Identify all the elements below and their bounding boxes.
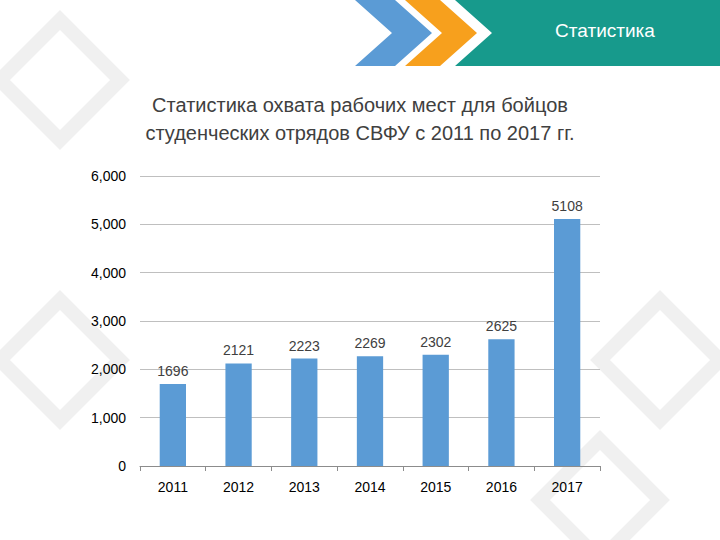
svg-text:4,000: 4,000: [91, 265, 126, 281]
svg-text:студенческих отрядов СВФУ с 20: студенческих отрядов СВФУ с 2011 по 2017…: [145, 122, 574, 144]
svg-text:6,000: 6,000: [91, 168, 126, 184]
svg-text:2302: 2302: [420, 334, 451, 350]
svg-text:2013: 2013: [289, 479, 320, 495]
svg-text:2015: 2015: [420, 479, 451, 495]
svg-text:2625: 2625: [486, 318, 517, 334]
svg-text:5,000: 5,000: [91, 216, 126, 232]
svg-text:2016: 2016: [486, 479, 517, 495]
svg-text:2014: 2014: [354, 479, 385, 495]
svg-text:2017: 2017: [552, 479, 583, 495]
svg-text:Статистика охвата рабочих мест: Статистика охвата рабочих мест для бойцо…: [152, 94, 568, 116]
svg-text:3,000: 3,000: [91, 313, 126, 329]
svg-text:2121: 2121: [223, 342, 254, 358]
svg-text:2269: 2269: [354, 335, 385, 351]
svg-text:2,000: 2,000: [91, 361, 126, 377]
svg-text:2223: 2223: [289, 338, 320, 354]
svg-text:5108: 5108: [552, 198, 583, 214]
svg-text:1696: 1696: [157, 363, 188, 379]
html-text:Статистика: Статистика: [555, 20, 655, 41]
svg-text:2012: 2012: [223, 479, 254, 495]
svg-text:2011: 2011: [158, 479, 188, 495]
svg-text:1,000: 1,000: [91, 410, 126, 426]
svg-text:0: 0: [118, 458, 126, 474]
